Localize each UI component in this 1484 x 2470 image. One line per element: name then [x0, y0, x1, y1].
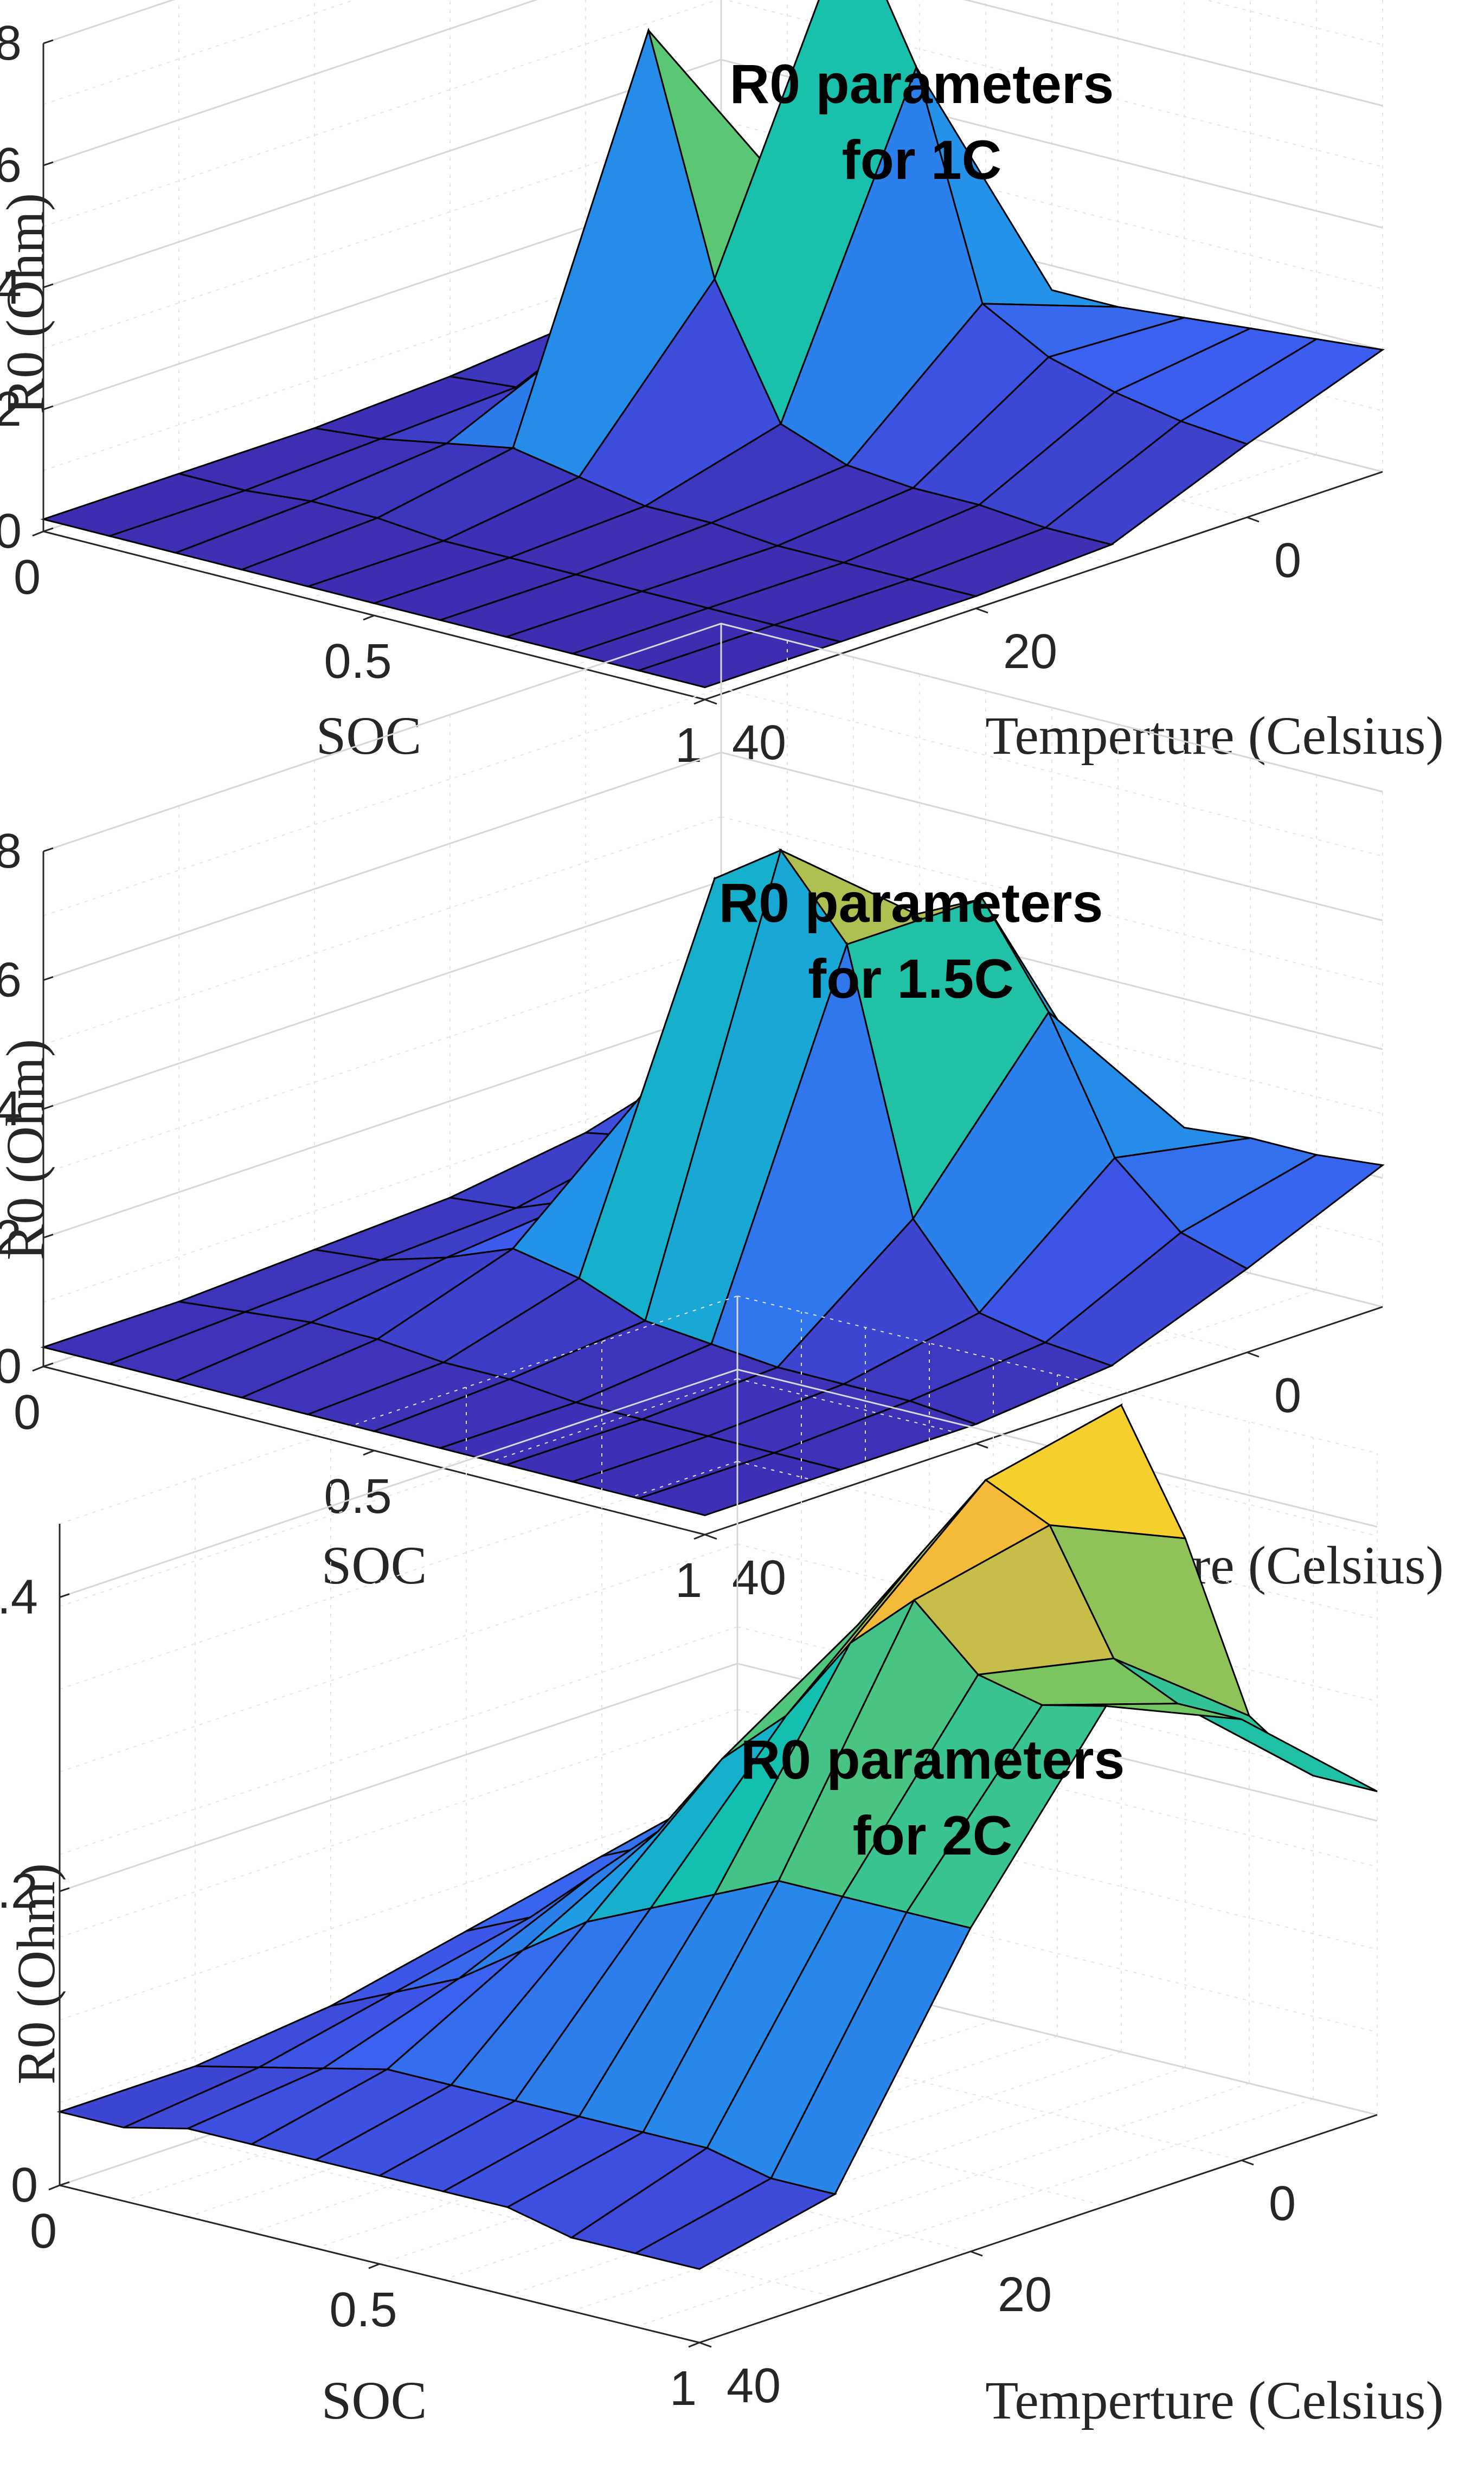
surface-patch — [635, 1452, 844, 1516]
surface-patch — [633, 2177, 838, 2270]
z-tick-label: 0 — [0, 1339, 22, 1394]
soc-axis-label: SOC — [316, 705, 422, 766]
soc-axis-label: SOC — [322, 1535, 427, 1595]
z-tick-label: 0.2 — [0, 382, 22, 437]
chart-title-line-2: for 1C — [842, 129, 1002, 191]
chart-title-line-1: R0 parameters — [730, 53, 1114, 115]
z-axis-label: R0 (Ohm) — [0, 193, 55, 414]
chart-title-line-2: for 2C — [853, 1805, 1013, 1866]
z-tick-label: 0.2 — [0, 1211, 22, 1265]
z-tick-label: 0 — [0, 504, 22, 559]
temperature-axis-label: Temperture (Celsius) — [985, 705, 1444, 766]
z-tick-label: 0.8 — [0, 824, 22, 878]
temperature-tick-label: 0 — [1274, 1369, 1301, 1423]
temperature-tick-label: 40 — [727, 2359, 781, 2413]
temperature-tick-label: 0 — [1269, 2177, 1296, 2231]
surface — [40, 848, 1385, 1516]
soc-tick-label: 0.5 — [329, 2283, 397, 2337]
chart-title-line-1: R0 parameters — [741, 1729, 1125, 1791]
z-tick-label: 0.4 — [0, 1570, 38, 1625]
temperature-tick-label: 40 — [732, 716, 786, 770]
axes-lines — [32, 847, 1383, 1540]
z-axis-label: R0 (Ohm) — [6, 1863, 66, 2084]
temperature-axis-label: Temperture (Celsius) — [985, 2370, 1444, 2430]
temperature-tick-label: 20 — [1003, 625, 1057, 679]
z-tick-label: 0.4 — [0, 1082, 22, 1136]
soc-tick-label: 1 — [675, 718, 702, 773]
z-tick-label: 0 — [11, 2158, 38, 2212]
z-tick-label: 0.8 — [0, 16, 22, 70]
axes-lines — [48, 1524, 1378, 2348]
soc-axis-label: SOC — [322, 2370, 427, 2430]
z-tick-label: 0.6 — [0, 953, 22, 1008]
z-tick-label: 0.2 — [0, 1864, 38, 1919]
chart-panel-2: 0 0.2 0.4 0.6 0.8 0 0.5 1 0 20 40 R0 (Ohm) SOC Temper… — [0, 623, 1444, 1608]
z-tick-label: 0.6 — [0, 138, 22, 193]
soc-tick-label: 0.5 — [324, 634, 391, 689]
temperature-tick-label: 40 — [732, 1551, 786, 1605]
axes-lines — [32, 39, 1383, 705]
chart-panel-3: 0 0.2 0.4 0 0.5 1 0 20 40 R0 (Ohm) SOC Temperture (… — [0, 1295, 1444, 2430]
surface — [40, 0, 1385, 689]
soc-tick-label: 1 — [670, 2362, 697, 2416]
temperature-tick-label: 0 — [1274, 534, 1301, 588]
chart-title-line-1: R0 parameters — [719, 872, 1103, 934]
soc-tick-label: 1 — [675, 1554, 702, 1608]
soc-tick-label: 0 — [14, 550, 41, 605]
temperature-tick-label: 20 — [998, 2268, 1052, 2322]
soc-tick-label: 0 — [14, 1385, 41, 1440]
surface — [56, 1403, 1378, 2270]
z-axis-label: R0 (Ohm) — [0, 1039, 55, 1260]
z-tick-label: 0.4 — [0, 260, 22, 315]
chart-title-line-2: for 1.5C — [808, 948, 1014, 1010]
soc-tick-label: 0 — [30, 2204, 57, 2259]
